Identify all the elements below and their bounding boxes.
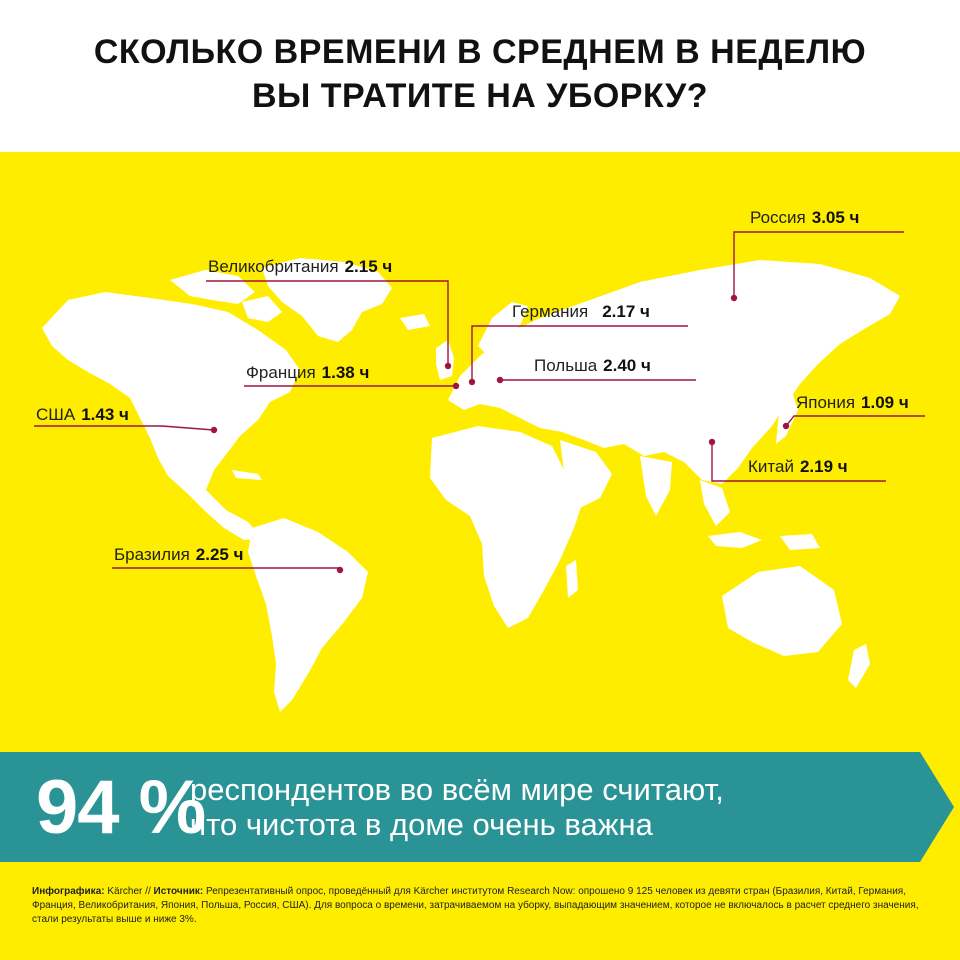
country-name: Бразилия — [114, 545, 190, 564]
landmass-india — [640, 456, 672, 516]
landmass-indonesia — [708, 532, 762, 548]
country-value: 1.38 ч — [321, 363, 370, 382]
landmass-japan — [776, 392, 798, 444]
country-value: 2.17 ч — [602, 302, 650, 321]
landmass-caribbean — [232, 470, 262, 480]
leader-russia — [733, 231, 904, 298]
country-value: 1.09 ч — [861, 393, 909, 412]
country-value: 2.25 ч — [195, 545, 244, 564]
landmass-se-asia — [700, 480, 730, 526]
leader-china — [711, 442, 886, 482]
country-value: 2.40 ч — [603, 356, 651, 375]
country-name: Франция — [246, 363, 316, 382]
dot-japan — [782, 422, 790, 430]
dot-uk — [444, 362, 452, 370]
dot-france — [452, 382, 460, 390]
banner-arrow-shape — [0, 752, 954, 862]
label-russia: Россия 3.05 ч — [750, 208, 859, 228]
landmass-north-america — [42, 292, 300, 540]
source-label: Источник: — [153, 886, 204, 897]
label-brazil: Бразилия 2.25 ч — [114, 545, 243, 565]
country-value: 3.05 ч — [811, 208, 860, 227]
page-title: СКОЛЬКО ВРЕМЕНИ В СРЕДНЕМ В НЕДЕЛЮ ВЫ ТР… — [0, 30, 960, 118]
leader-germany — [471, 325, 688, 382]
country-name: США — [36, 405, 76, 424]
landmass-new-guinea — [780, 534, 820, 550]
landmass-eurasia — [448, 260, 900, 484]
dot-brazil — [336, 566, 344, 574]
stat-caption-line-1: респондентов во всём мире считают, — [190, 772, 724, 807]
landmass-australia — [722, 566, 842, 656]
landmass-south-america — [248, 518, 368, 712]
landmass-arctic-islands-2 — [242, 296, 282, 322]
country-name: Польша — [534, 356, 598, 375]
stat-percent: 94 % — [36, 765, 206, 850]
stat-caption-line-2: что чистота в доме очень важна — [190, 807, 653, 842]
country-name: Япония — [796, 393, 856, 412]
label-germany: Германия 2.17 ч — [512, 302, 650, 322]
country-name: Великобритания — [208, 257, 339, 276]
location-dots — [210, 294, 790, 574]
landmass-madagascar — [566, 560, 578, 598]
leader-lines — [34, 231, 925, 569]
infographic-label: Инфографика: — [32, 886, 105, 897]
source-text: Репрезентативный опрос, проведённый для … — [32, 886, 919, 925]
country-name: Германия — [512, 302, 589, 321]
label-usa: США 1.43 ч — [36, 405, 129, 425]
dot-poland — [496, 376, 504, 384]
label-france: Франция 1.38 ч — [246, 363, 369, 383]
landmass-new-zealand — [848, 644, 870, 688]
source-footnote: Инфографика: Kärcher // Источник: Репрез… — [32, 885, 932, 927]
landmass-greenland — [262, 258, 392, 342]
label-poland: Польша 2.40 ч — [534, 356, 651, 376]
label-china: Китай 2.19 ч — [748, 457, 848, 477]
country-value: 2.19 ч — [799, 457, 848, 476]
dot-germany — [468, 378, 476, 386]
leader-usa — [34, 425, 215, 431]
landmass-iceland — [400, 314, 430, 330]
dot-usa — [210, 426, 218, 434]
stat-caption: респондентов во всём мире считают, что ч… — [190, 772, 724, 842]
continents — [42, 258, 900, 712]
country-value: 1.43 ч — [81, 405, 129, 424]
landmass-arctic-islands — [170, 270, 255, 304]
stat-banner — [0, 752, 960, 862]
dot-china — [708, 438, 716, 446]
infographic-value: Kärcher // — [107, 886, 151, 897]
dot-russia — [730, 294, 738, 302]
leader-uk — [206, 280, 449, 366]
country-value: 2.15 ч — [344, 257, 393, 276]
title-line-1: СКОЛЬКО ВРЕМЕНИ В СРЕДНЕМ В НЕДЕЛЮ — [93, 33, 867, 71]
landmass-scandinavia — [478, 302, 528, 360]
country-name: Россия — [750, 208, 806, 227]
country-name: Китай — [748, 457, 794, 476]
landmass-uk — [436, 340, 454, 380]
label-uk: Великобритания 2.15 ч — [208, 257, 392, 277]
label-japan: Япония 1.09 ч — [796, 393, 909, 413]
landmass-africa — [430, 426, 584, 628]
leader-japan — [785, 415, 925, 427]
title-line-2: ВЫ ТРАТИТЕ НА УБОРКУ? — [252, 77, 708, 115]
